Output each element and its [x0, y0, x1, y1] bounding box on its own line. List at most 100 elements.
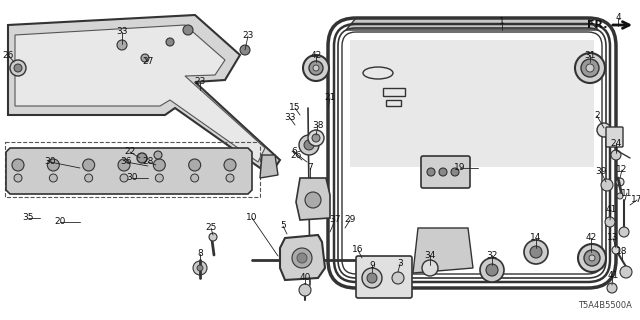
FancyBboxPatch shape — [356, 256, 412, 298]
Text: 19: 19 — [454, 164, 466, 172]
Text: 5: 5 — [280, 221, 286, 230]
Circle shape — [619, 227, 629, 237]
Text: 3: 3 — [397, 260, 403, 268]
Text: 20: 20 — [54, 218, 66, 227]
Circle shape — [14, 64, 22, 72]
Circle shape — [189, 159, 201, 171]
Circle shape — [362, 268, 382, 288]
Bar — [383, 88, 405, 96]
Text: 7: 7 — [307, 164, 313, 172]
Text: 34: 34 — [424, 251, 436, 260]
Text: 26: 26 — [3, 51, 13, 60]
Text: 36: 36 — [120, 157, 132, 166]
Circle shape — [308, 130, 324, 146]
Circle shape — [589, 255, 595, 261]
Text: 18: 18 — [616, 247, 628, 257]
Text: 17: 17 — [631, 196, 640, 204]
Circle shape — [118, 159, 130, 171]
Circle shape — [524, 240, 548, 264]
Circle shape — [226, 174, 234, 182]
Circle shape — [299, 135, 319, 155]
Circle shape — [209, 233, 217, 241]
Text: 32: 32 — [486, 251, 498, 260]
Text: 35: 35 — [22, 213, 34, 222]
Circle shape — [83, 159, 95, 171]
Text: 41: 41 — [605, 205, 617, 214]
Circle shape — [607, 283, 617, 293]
Circle shape — [422, 260, 438, 276]
Text: 9: 9 — [369, 260, 375, 269]
Circle shape — [49, 174, 58, 182]
Circle shape — [586, 64, 594, 72]
Circle shape — [312, 134, 320, 142]
Circle shape — [183, 25, 193, 35]
Circle shape — [597, 123, 611, 137]
Text: 23: 23 — [195, 77, 205, 86]
Polygon shape — [346, 18, 598, 30]
Circle shape — [117, 40, 127, 50]
Circle shape — [197, 265, 203, 271]
Polygon shape — [8, 15, 280, 175]
Circle shape — [240, 45, 250, 55]
Text: 4: 4 — [615, 13, 621, 22]
Circle shape — [530, 246, 542, 258]
Text: 13: 13 — [607, 234, 619, 243]
Circle shape — [427, 168, 435, 176]
Text: 41: 41 — [607, 271, 619, 281]
Circle shape — [480, 258, 504, 282]
Circle shape — [47, 159, 60, 171]
Text: 25: 25 — [205, 223, 217, 233]
Text: 8: 8 — [197, 250, 203, 259]
Circle shape — [578, 244, 606, 272]
Text: 24: 24 — [611, 139, 621, 148]
Circle shape — [166, 38, 174, 46]
Text: 14: 14 — [531, 234, 541, 243]
Polygon shape — [260, 155, 278, 178]
Circle shape — [137, 153, 147, 163]
Text: 16: 16 — [352, 245, 364, 254]
Polygon shape — [350, 40, 594, 166]
Polygon shape — [6, 148, 252, 194]
Polygon shape — [280, 235, 325, 280]
Circle shape — [224, 159, 236, 171]
Text: 37: 37 — [329, 215, 340, 225]
Circle shape — [616, 178, 624, 186]
Circle shape — [156, 174, 163, 182]
Circle shape — [120, 174, 128, 182]
Circle shape — [303, 55, 329, 81]
Circle shape — [367, 273, 377, 283]
Polygon shape — [15, 25, 265, 162]
Bar — [5, 142, 260, 197]
Circle shape — [292, 248, 312, 268]
Text: 26: 26 — [291, 150, 301, 159]
Polygon shape — [296, 178, 330, 220]
Circle shape — [299, 284, 311, 296]
Text: FR.: FR. — [588, 20, 608, 30]
Circle shape — [392, 272, 404, 284]
Text: 33: 33 — [284, 114, 296, 123]
Circle shape — [584, 250, 600, 266]
Text: 15: 15 — [289, 103, 301, 113]
Text: 38: 38 — [312, 122, 324, 131]
Circle shape — [617, 193, 623, 199]
Circle shape — [14, 174, 22, 182]
Circle shape — [486, 264, 498, 276]
Text: 27: 27 — [142, 58, 154, 67]
Circle shape — [141, 54, 149, 62]
Circle shape — [304, 140, 314, 150]
Text: 30: 30 — [126, 173, 138, 182]
Circle shape — [313, 65, 319, 71]
Text: 21: 21 — [324, 93, 336, 102]
Text: 22: 22 — [124, 148, 136, 156]
Text: 42: 42 — [310, 51, 322, 60]
Text: 29: 29 — [344, 215, 356, 225]
Text: 12: 12 — [616, 165, 628, 174]
Circle shape — [581, 59, 599, 77]
Circle shape — [305, 192, 321, 208]
Text: 28: 28 — [142, 157, 154, 166]
Text: 23: 23 — [243, 31, 253, 41]
Circle shape — [439, 168, 447, 176]
Circle shape — [620, 266, 632, 278]
Circle shape — [10, 60, 26, 76]
Text: 30: 30 — [44, 157, 56, 166]
